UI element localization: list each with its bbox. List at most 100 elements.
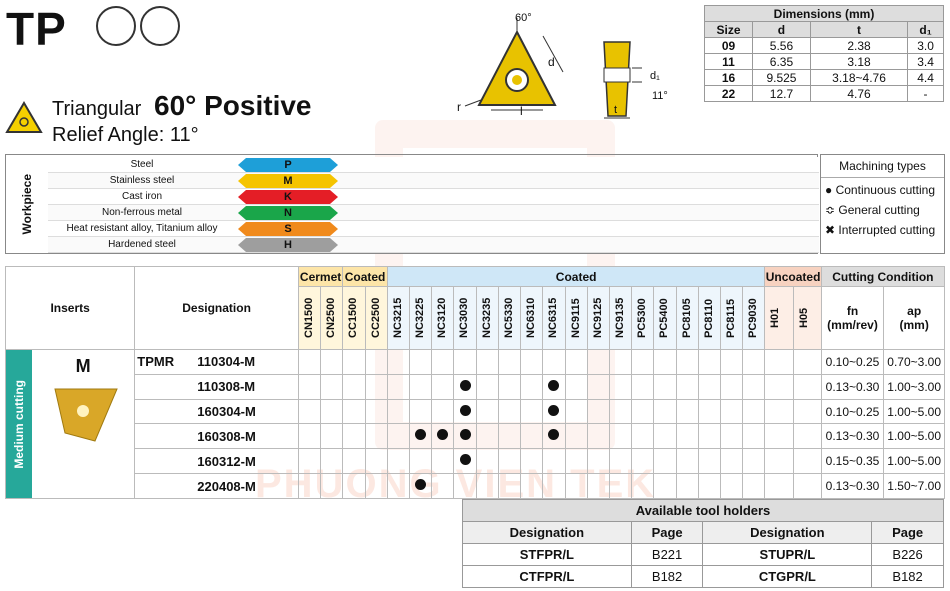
grade-header: CC2500 [364,286,388,350]
grade-cell [497,398,522,425]
continuous-dot-icon [459,454,471,466]
fn-cell: 0.10~0.25 [820,349,885,375]
machining-types-legend: Machining types ● Continuous cutting ≎ G… [820,154,945,254]
grade-cell [408,349,433,375]
grade-cell [431,423,455,450]
blank-circle-icon [140,6,180,46]
grade-cell [408,473,433,499]
grade-cell [653,398,677,425]
grade-cell [764,349,794,375]
grade-cell [342,473,366,499]
insert-grade-table: Inserts Designation Cermet Coated Coated… [4,266,946,499]
grade-cell [542,398,566,425]
grade-label: NC3225 [413,297,426,339]
grade-cell [364,423,388,450]
iso-code-badge: M [238,174,338,188]
grade-cell [697,473,722,499]
grade-cell [608,373,633,400]
table-row: 110308-M 0.13~0.30 1.00~3.00 [6,373,945,400]
grade-cell [320,398,344,425]
grade-cell [475,448,499,475]
grade-label: PC5300 [636,298,649,338]
holders-title: Available tool holders [462,499,944,522]
grade-header: PC8115 [720,286,744,350]
designation-header: Designation [134,266,299,350]
grade-cell [497,373,522,400]
grade-cell [297,349,322,375]
angle-title: 60° Positive [154,90,312,121]
inserts-header: Inserts [4,266,136,350]
grade-cell [792,423,822,450]
dimensions-cell: 9.525 [752,69,811,86]
dimensions-cell: 5.56 [752,37,811,54]
grade-cell [697,398,722,425]
grade-cell [297,473,322,499]
grade-cell [520,473,544,499]
grade-label: NC3030 [458,297,471,339]
grade-cell [431,349,455,375]
table-row: 160304-M 0.10~0.25 1.00~5.00 [6,398,945,425]
insert-photo-icon [54,388,118,442]
ap-cell: 1.00~5.00 [883,423,945,450]
workpiece-name: Steel [130,159,154,170]
grade-cell [586,448,610,475]
continuous-label: Continuous cutting [835,183,935,197]
grade-cell [742,448,766,475]
dimensions-col-header: t [809,21,909,38]
general-cutting-icon: ≎ [825,203,836,217]
grade-cell [764,448,794,475]
grade-label: H05 [797,307,810,329]
grade-cell [475,473,499,499]
workpiece-name: Hardened steel [108,239,176,250]
designation-value: 160308-M [197,428,256,444]
grade-cell [520,423,544,450]
grade-cell [586,349,610,375]
workpiece-table: Workpiece Steel P Stainless steel M Cast iro… [5,154,819,254]
grade-cell [408,448,433,475]
designation-cell: 160312-M [134,448,299,475]
grade-cell [364,473,388,499]
cond-label: ap [907,304,922,318]
grade-cell [697,349,722,375]
table-row: 160308-M 0.13~0.30 1.00~5.00 [6,423,945,450]
grade-label: NC3120 [436,297,449,339]
general-label: General cutting [838,203,920,217]
iso-code-badge: S [238,222,338,236]
grade-cell [364,398,388,425]
dimensions-cell: 22 [704,85,753,102]
grade-cell [608,423,633,450]
grade-label: H01 [769,307,782,329]
grade-cell [386,473,410,499]
grade-label: PC8105 [680,298,693,338]
interrupted-label: Interrupted cutting [838,223,936,237]
grade-header: NC3225 [408,286,433,350]
grade-cell [631,398,655,425]
grade-cell [675,373,699,400]
continuous-dot-icon [548,429,560,441]
grade-cell [453,398,477,425]
grade-cell [742,349,766,375]
dimensions-cell: 3.18 [809,53,909,70]
grade-cell [386,349,410,375]
grade-cell [453,373,477,400]
dimensions-cell: 4.76 [809,85,909,102]
cond-unit: (mm) [899,318,929,332]
grade-cell [320,423,344,450]
grade-label: NC3235 [480,297,493,339]
series-label: TPMR [137,354,175,370]
grade-cell [542,448,566,475]
grade-cell [653,349,677,375]
grade-cell [386,448,410,475]
grade-cell [697,423,722,450]
holders-col-header: Page [871,521,944,544]
grade-cell [386,398,410,425]
grade-label: PC5400 [658,298,671,338]
grade-cell [408,423,433,450]
grade-cell [653,373,677,400]
grade-cell [608,398,633,425]
grade-cell [608,473,633,499]
grade-label: CN2500 [325,297,338,339]
grade-header: PC8105 [675,286,699,350]
grade-label: NC3215 [391,297,404,339]
grade-cell [408,398,433,425]
